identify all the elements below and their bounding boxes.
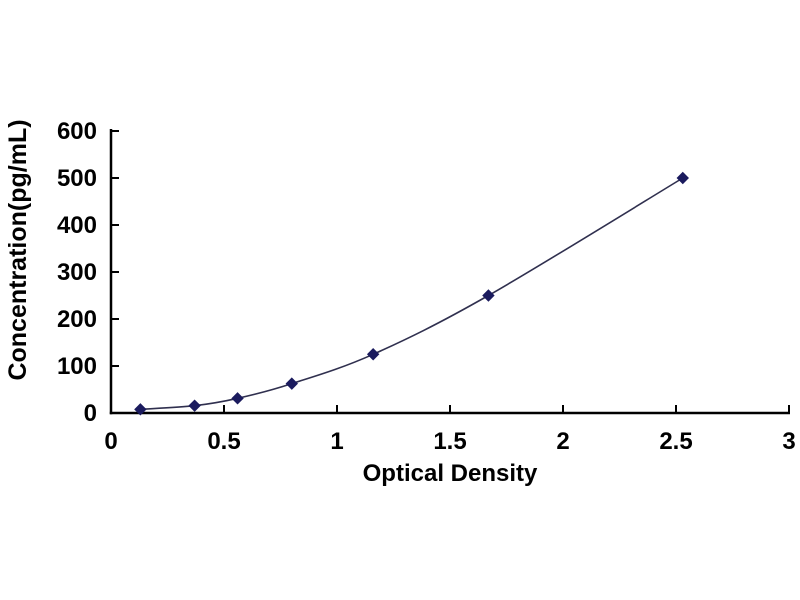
series-layer (134, 171, 689, 416)
y-tick-label: 400 (57, 212, 97, 239)
data-point-diamond (134, 403, 147, 416)
data-point-diamond (188, 399, 201, 412)
y-tick-label: 0 (84, 400, 97, 427)
series-line (140, 177, 684, 411)
y-tick-label: 600 (57, 118, 97, 145)
data-point-diamond (231, 392, 244, 405)
y-tick-label: 100 (57, 353, 97, 380)
x-tick-label: 3 (782, 428, 795, 455)
x-axis-title: Optical Density (363, 460, 538, 487)
ticks-layer (110, 130, 790, 414)
data-point-diamond (366, 348, 380, 361)
y-tick-label: 500 (57, 165, 97, 192)
axes-layer (109, 129, 790, 415)
x-tick-label: 2 (556, 428, 569, 455)
data-point-diamond (676, 171, 689, 185)
data-point-diamond (285, 377, 299, 390)
y-tick-label: 200 (57, 306, 97, 333)
data-point-diamond (482, 289, 495, 302)
x-tick-label: 0.5 (207, 428, 240, 455)
y-tick-label: 300 (57, 259, 97, 286)
x-tick-label: 1 (330, 428, 343, 455)
x-tick-label: 1.5 (433, 428, 466, 455)
x-tick-label: 2.5 (659, 428, 692, 455)
x-tick-label: 0 (104, 428, 117, 455)
y-axis-title: Concentration(pg/mL) (4, 119, 32, 380)
tick-labels-layer: 0 0.5 1 1.5 2 2.5 3 0 100 200 300 400 500 600 (57, 118, 796, 455)
